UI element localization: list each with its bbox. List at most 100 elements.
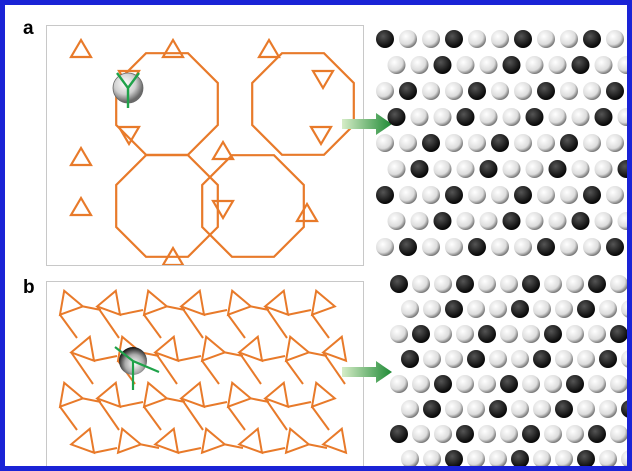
sphere [610, 375, 627, 393]
sphere [456, 160, 475, 178]
schematic-a [69, 37, 355, 265]
sphere [412, 375, 430, 393]
sphere [544, 325, 562, 343]
sphere [606, 238, 624, 256]
sphere [599, 400, 617, 418]
sphere [467, 400, 485, 418]
transform-arrow-a [342, 112, 394, 136]
sphere [606, 186, 624, 204]
sphere [410, 212, 429, 230]
sphere [606, 30, 624, 48]
sphere [621, 300, 627, 318]
sphere [434, 425, 452, 443]
sphere [468, 238, 486, 256]
sphere [560, 82, 578, 100]
sphere [525, 56, 544, 74]
sphere [399, 30, 417, 48]
sphere [560, 30, 578, 48]
sphere [456, 108, 475, 126]
sphere [445, 82, 463, 100]
sphere [500, 325, 518, 343]
sphere [445, 134, 463, 152]
panel-label-a: a [23, 18, 34, 39]
sphere [478, 375, 496, 393]
sphere [548, 160, 567, 178]
sphere [390, 425, 408, 443]
sphere [583, 238, 601, 256]
sphere [467, 300, 485, 318]
sphere [399, 134, 417, 152]
sphere [511, 350, 529, 368]
sphere [555, 300, 573, 318]
distorted-network-b [58, 288, 348, 455]
sphere [491, 30, 509, 48]
sphere-model-b-box [387, 270, 627, 466]
sphere [588, 375, 606, 393]
sphere [577, 350, 595, 368]
sphere [423, 350, 441, 368]
sphere [423, 300, 441, 318]
sphere [577, 400, 595, 418]
sphere [514, 82, 532, 100]
sphere [594, 160, 613, 178]
sphere [456, 212, 475, 230]
sphere [387, 212, 406, 230]
sphere [566, 325, 584, 343]
sphere [422, 30, 440, 48]
sphere [456, 56, 475, 74]
sphere [583, 30, 601, 48]
sphere [410, 108, 429, 126]
schematic-b-box [46, 281, 364, 466]
sphere [423, 450, 441, 466]
sphere [479, 212, 498, 230]
sphere [583, 82, 601, 100]
sphere [588, 325, 606, 343]
sphere [376, 186, 394, 204]
sphere [594, 108, 613, 126]
sphere [537, 30, 555, 48]
sphere [571, 212, 590, 230]
sphere [433, 56, 452, 74]
sphere [544, 375, 562, 393]
sphere [571, 160, 590, 178]
sphere [617, 160, 627, 178]
sphere [594, 56, 613, 74]
sphere [445, 30, 463, 48]
sphere [500, 275, 518, 293]
sphere [555, 400, 573, 418]
sphere [422, 134, 440, 152]
sphere [571, 56, 590, 74]
sphere [445, 350, 463, 368]
sphere [376, 30, 394, 48]
sphere [468, 186, 486, 204]
sphere [423, 400, 441, 418]
sphere [610, 425, 627, 443]
sphere [445, 186, 463, 204]
sphere [401, 400, 419, 418]
sphere [502, 160, 521, 178]
sphere [560, 134, 578, 152]
sphere [467, 350, 485, 368]
sphere [387, 160, 406, 178]
sphere [390, 375, 408, 393]
sphere [502, 212, 521, 230]
sphere [467, 450, 485, 466]
sphere [548, 212, 567, 230]
sphere [525, 160, 544, 178]
sphere [479, 108, 498, 126]
sphere [502, 108, 521, 126]
sphere [390, 325, 408, 343]
sphere [479, 160, 498, 178]
sphere-model-a [376, 30, 627, 256]
sphere [410, 56, 429, 74]
sphere [583, 134, 601, 152]
sphere [522, 425, 540, 443]
sphere [456, 425, 474, 443]
sphere [544, 425, 562, 443]
sphere [434, 325, 452, 343]
sphere [399, 238, 417, 256]
sphere [571, 108, 590, 126]
sphere [525, 212, 544, 230]
panel-label-b: b [23, 277, 35, 298]
